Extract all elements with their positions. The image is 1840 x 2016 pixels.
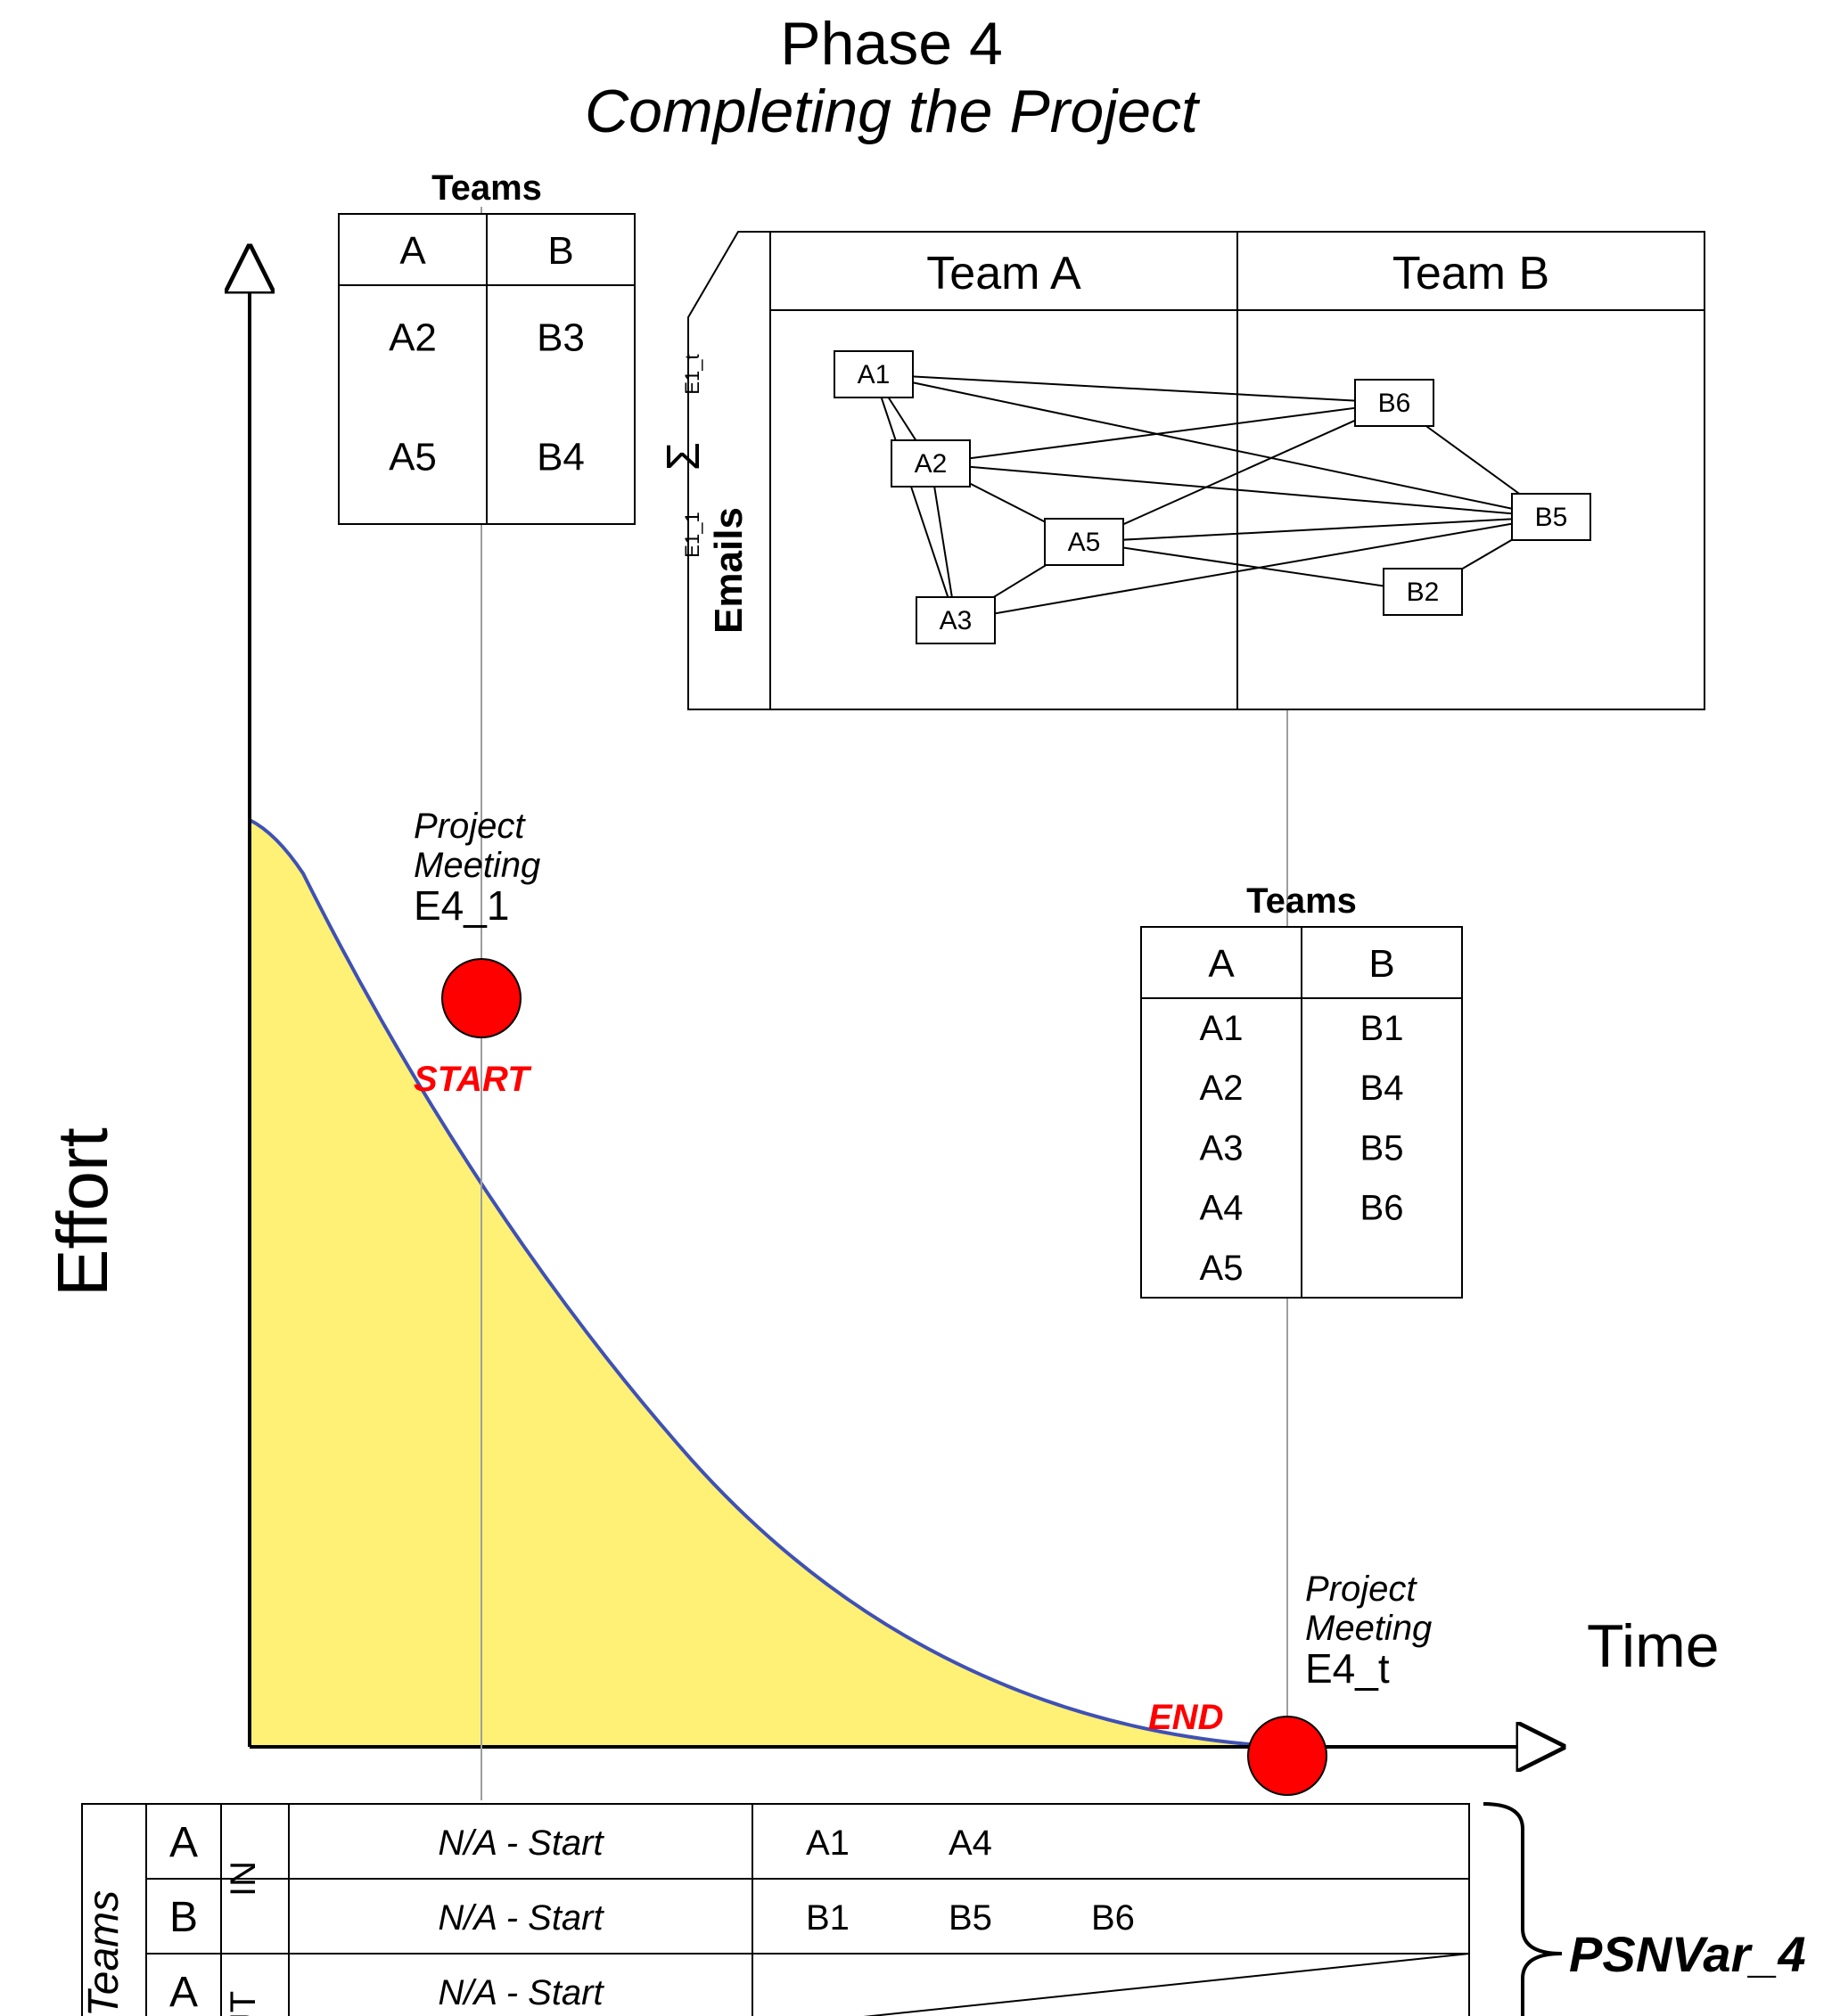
start-text: START xyxy=(414,1060,532,1099)
network-node-label: A3 xyxy=(940,606,973,635)
end-marker-label: Project xyxy=(1305,1569,1417,1609)
network-panel xyxy=(688,232,1704,709)
start-marker-label: E4_1 xyxy=(414,882,509,929)
end-marker xyxy=(1248,1717,1327,1795)
psn-team-cell: B xyxy=(169,1894,198,1941)
teams-table1-title: Teams xyxy=(431,168,542,208)
teams-table1-cell: B3 xyxy=(537,316,585,360)
psn-left-cell: N/A - Start xyxy=(438,1973,604,2012)
network-ylabel: Emails xyxy=(707,507,751,634)
teams-table2-colA: A xyxy=(1208,942,1235,986)
teams-table2-cell: A3 xyxy=(1200,1128,1244,1168)
teams-table1-cell: A2 xyxy=(389,316,437,360)
network-sub: E1_1 xyxy=(681,512,703,557)
network-node-label: A2 xyxy=(915,449,948,479)
sigma-icon: Σ xyxy=(658,442,710,471)
y-axis-label: Effort xyxy=(43,1127,122,1297)
psn-team-cell: A xyxy=(169,1819,198,1866)
x-axis-label: Time xyxy=(1587,1612,1720,1680)
psn-out-label: OUT xyxy=(224,1991,263,2016)
psn-in-label: IN xyxy=(224,1861,263,1897)
network-node-label: B5 xyxy=(1535,503,1568,532)
teams-table1-cell: B4 xyxy=(537,436,585,479)
teams-table2-cell: B6 xyxy=(1360,1189,1404,1228)
psn-right-cell: B6 xyxy=(1091,1898,1135,1938)
network-sub: E1_t xyxy=(681,354,703,394)
title-line2: Completing the Project xyxy=(585,78,1201,145)
teams-table2-title: Teams xyxy=(1246,881,1357,921)
teams-table1-colA: A xyxy=(399,229,426,273)
network-header-a: Team A xyxy=(926,248,1081,299)
end-marker-label: E4_t xyxy=(1305,1645,1390,1692)
title-line1: Phase 4 xyxy=(780,10,1003,78)
network-header-b: Team B xyxy=(1392,248,1549,299)
teams-table2-cell: B5 xyxy=(1360,1128,1404,1168)
teams-table2-cell: A4 xyxy=(1200,1189,1244,1228)
start-marker-label: Project xyxy=(414,807,526,846)
psn-right-cell: B5 xyxy=(949,1898,992,1938)
psn-team-cell: A xyxy=(169,1969,198,2016)
psn-left-cell: N/A - Start xyxy=(438,1898,604,1938)
teams-table2-cell: A5 xyxy=(1200,1249,1244,1288)
end-marker-label: Meeting xyxy=(1305,1609,1432,1648)
start-marker xyxy=(442,959,521,1037)
end-text: END xyxy=(1148,1698,1223,1737)
network-node-label: B2 xyxy=(1407,578,1440,607)
teams-table2-cell: A1 xyxy=(1200,1009,1244,1048)
teams-table1-colB: B xyxy=(547,229,573,273)
teams-table2-cell: A2 xyxy=(1200,1069,1244,1108)
psn-right-cell: B1 xyxy=(806,1898,850,1938)
network-node-label: A1 xyxy=(858,360,891,389)
teams-table2-cell: B4 xyxy=(1360,1069,1404,1108)
network-node-label: B6 xyxy=(1378,389,1411,418)
teams-table1-cell: A5 xyxy=(389,436,437,479)
psn-right-cell: A4 xyxy=(949,1823,992,1863)
psn-right-cell: A1 xyxy=(806,1823,850,1863)
teams-table2-cell: B1 xyxy=(1360,1009,1404,1048)
psnvar-label: PSNVar_4 xyxy=(1569,1926,1806,1982)
network-node-label: A5 xyxy=(1068,528,1101,557)
start-marker-label: Meeting xyxy=(414,846,540,885)
teams-table2-colB: B xyxy=(1368,942,1394,986)
psn-left-cell: N/A - Start xyxy=(438,1823,604,1863)
psn-table xyxy=(82,1804,1469,2016)
psn-teams-label: Teams xyxy=(80,1890,127,2016)
